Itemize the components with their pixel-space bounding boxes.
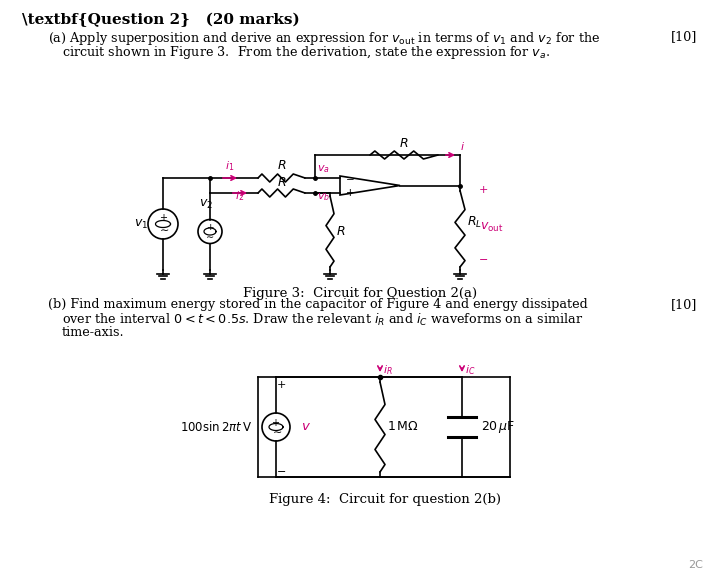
- Text: $i$: $i$: [460, 140, 465, 152]
- Text: +: +: [206, 223, 214, 232]
- Text: $-$: $-$: [345, 173, 355, 183]
- Text: (b) Find maximum energy stored in the capacitor of Figure 4 and energy dissipate: (b) Find maximum energy stored in the ca…: [48, 298, 587, 311]
- Text: $v$: $v$: [301, 421, 311, 433]
- Text: Figure 4:  Circuit for question 2(b): Figure 4: Circuit for question 2(b): [269, 493, 501, 506]
- Text: over the interval $0 < t < 0.5s$. Draw the relevant $i_R$ and $i_C$ waveforms on: over the interval $0 < t < 0.5s$. Draw t…: [62, 312, 583, 328]
- Text: 2C: 2C: [688, 560, 703, 570]
- Text: +: +: [159, 213, 167, 223]
- Text: $\sim$: $\sim$: [157, 225, 169, 235]
- Text: $+$: $+$: [478, 184, 488, 195]
- Text: [10]: [10]: [670, 30, 697, 43]
- Text: $R$: $R$: [336, 225, 345, 238]
- Text: $+$: $+$: [345, 188, 355, 198]
- Text: $R$: $R$: [277, 159, 286, 172]
- Text: $v_2$: $v_2$: [199, 198, 213, 212]
- Text: (a) Apply superposition and derive an expression for $v_{\mathrm{out}}$ in terms: (a) Apply superposition and derive an ex…: [48, 30, 601, 47]
- Text: $\sim$: $\sim$: [270, 427, 282, 437]
- Text: $+$: $+$: [271, 417, 281, 428]
- Text: circuit shown in Figure 3.  From the derivation, state the expression for $v_a$.: circuit shown in Figure 3. From the deri…: [62, 44, 550, 61]
- Text: $i_1$: $i_1$: [225, 159, 235, 173]
- Text: $i_C$: $i_C$: [465, 363, 475, 377]
- Text: $\sim$: $\sim$: [204, 230, 215, 240]
- Text: \textbf{Question 2}   (20 marks): \textbf{Question 2} (20 marks): [22, 13, 300, 27]
- Text: $v_b$: $v_b$: [317, 191, 330, 203]
- Text: $R$: $R$: [277, 176, 286, 189]
- Text: $R_L$: $R_L$: [467, 215, 482, 230]
- Text: $v_a$: $v_a$: [317, 163, 330, 175]
- Text: $-$: $-$: [478, 253, 488, 263]
- Text: $20\,\mu\mathrm{F}$: $20\,\mu\mathrm{F}$: [481, 419, 515, 435]
- Text: $v_{\mathrm{out}}$: $v_{\mathrm{out}}$: [480, 221, 504, 235]
- Text: $1\,\mathrm{M\Omega}$: $1\,\mathrm{M\Omega}$: [387, 421, 419, 433]
- Text: $i_2$: $i_2$: [236, 189, 244, 203]
- Text: $100\sin 2\pi t\,\mathrm{V}$: $100\sin 2\pi t\,\mathrm{V}$: [180, 420, 252, 434]
- Text: $i_R$: $i_R$: [383, 363, 393, 377]
- Text: time-axis.: time-axis.: [62, 326, 124, 339]
- Text: $R$: $R$: [399, 137, 409, 150]
- Text: [10]: [10]: [670, 298, 697, 311]
- Text: $-$: $-$: [276, 465, 286, 475]
- Text: $v_1$: $v_1$: [134, 218, 148, 230]
- Text: $+$: $+$: [276, 378, 286, 390]
- Text: Figure 3:  Circuit for Question 2(a): Figure 3: Circuit for Question 2(a): [243, 287, 477, 300]
